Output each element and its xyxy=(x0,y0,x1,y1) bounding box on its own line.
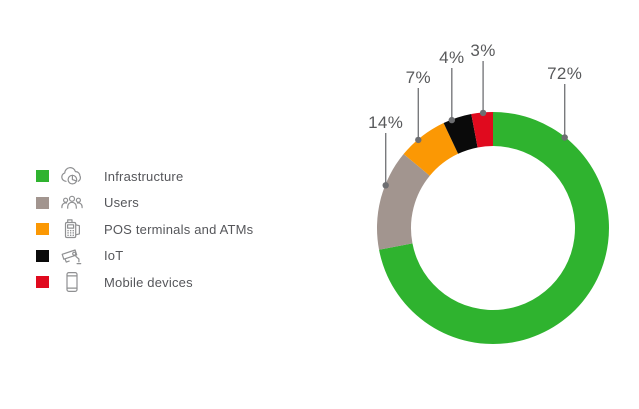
legend-item-label: IoT xyxy=(104,248,124,264)
callout-label: 72% xyxy=(547,64,582,83)
callout-label: 7% xyxy=(406,68,431,87)
legend-item-label: POS terminals and ATMs xyxy=(104,221,254,237)
legend-item: POS terminals and ATMs xyxy=(36,216,326,243)
callout-dot xyxy=(561,134,568,141)
donut-slice-iot xyxy=(443,114,478,154)
chart-legend: Infrastructure Users POS terminals and A… xyxy=(36,163,326,296)
legend-item-label: Infrastructure xyxy=(104,168,184,184)
legend-item: Users xyxy=(36,190,326,217)
donut-slice-mobile-devices xyxy=(471,112,493,148)
cctv-camera-icon xyxy=(58,243,86,269)
pos-terminal-icon xyxy=(58,216,86,242)
legend-item: Infrastructure xyxy=(36,163,326,190)
legend-item-label: Mobile devices xyxy=(104,274,193,290)
users-icon xyxy=(58,190,86,216)
donut-slice-infrastructure xyxy=(379,112,609,344)
legend-item: Mobile devices xyxy=(36,269,326,296)
donut-slice-users xyxy=(376,154,430,250)
callout-dot xyxy=(479,109,487,117)
donut-slice-pos-terminals-and-atms xyxy=(403,123,459,176)
legend-item-label: Users xyxy=(104,195,139,211)
mobile-phone-icon xyxy=(58,269,86,295)
legend-swatch xyxy=(36,249,49,262)
legend-swatch xyxy=(36,170,49,183)
legend-swatch xyxy=(36,276,49,289)
legend-swatch xyxy=(36,223,49,236)
legend-swatch xyxy=(36,196,49,209)
callout-label: 14% xyxy=(368,113,403,132)
callout-dot xyxy=(448,116,455,124)
callout-dot xyxy=(415,136,422,144)
callout-label: 3% xyxy=(470,41,495,60)
legend-item: IoT xyxy=(36,243,326,270)
callout-dot xyxy=(382,182,389,189)
callout-label: 4% xyxy=(439,48,464,67)
cloud-pie-icon xyxy=(58,163,86,189)
